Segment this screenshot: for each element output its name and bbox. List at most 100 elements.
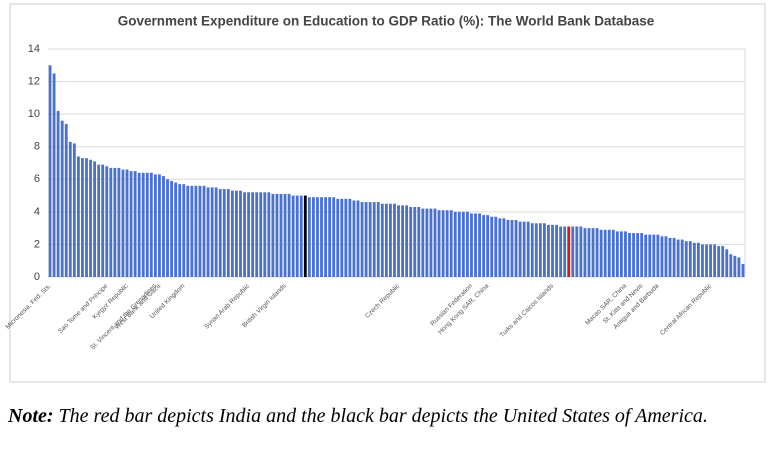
bar: [267, 192, 271, 277]
bar: [547, 224, 550, 277]
bar: [628, 233, 631, 277]
bar: [445, 210, 449, 277]
bar: [680, 239, 684, 277]
bar: [709, 244, 712, 277]
bar: [275, 193, 279, 277]
bar: [648, 234, 652, 277]
bar: [255, 192, 259, 277]
bar: [307, 197, 311, 277]
bar: [632, 233, 635, 277]
bar: [320, 197, 323, 277]
bar: [210, 187, 214, 277]
y-tick-label: 12: [28, 75, 40, 87]
bar: [741, 263, 745, 277]
bar: [153, 174, 157, 277]
bar: [328, 197, 332, 277]
bar: [287, 193, 291, 277]
bar: [393, 203, 396, 277]
bar: [162, 176, 165, 277]
bar: [60, 120, 64, 278]
bar: [465, 211, 469, 277]
bar: [611, 229, 615, 277]
bar: [271, 193, 275, 277]
bar: [591, 228, 595, 277]
bar: [522, 221, 526, 277]
bar: [166, 179, 169, 277]
bar: [125, 169, 129, 277]
bar: [595, 228, 599, 277]
bar: [437, 210, 441, 277]
y-tick-label: 6: [34, 173, 40, 185]
bar: [101, 164, 105, 277]
bar: [453, 211, 457, 277]
bar: [117, 167, 121, 277]
bar: [668, 237, 672, 277]
bar: [563, 226, 567, 277]
bar: [93, 161, 97, 277]
bar: [571, 226, 575, 277]
bar: [364, 202, 368, 277]
bar: [368, 202, 372, 277]
bar: [324, 197, 328, 277]
bar: [461, 211, 465, 277]
bar: [401, 205, 404, 277]
bar: [587, 228, 591, 277]
note: Note: The red bar depicts India and the …: [8, 405, 758, 427]
bar: [263, 192, 267, 277]
bar: [145, 172, 149, 277]
bar: [97, 164, 101, 277]
bar: [636, 233, 640, 277]
bar: [121, 169, 125, 277]
bar: [81, 158, 84, 277]
bar: [190, 185, 194, 277]
bar: [376, 202, 380, 277]
bar: [222, 189, 226, 277]
bar: [555, 224, 558, 277]
bar: [583, 228, 587, 277]
bar: [656, 234, 660, 277]
bar: [474, 213, 477, 277]
bar: [526, 221, 530, 277]
bar: [299, 195, 303, 277]
bar: [72, 143, 76, 277]
bar: [486, 215, 490, 277]
bar: [202, 185, 206, 277]
bar: [158, 174, 161, 277]
bar: [198, 185, 202, 277]
bar: [692, 242, 696, 277]
bar: [542, 223, 546, 277]
bar: [336, 198, 340, 277]
bar: [713, 244, 717, 277]
note-text: The red bar depicts India and the black …: [58, 405, 708, 427]
bar: [64, 123, 68, 278]
bar: [676, 239, 680, 277]
y-tick-label: 10: [28, 108, 40, 120]
bar: [482, 215, 486, 277]
y-tick-label: 14: [28, 43, 40, 55]
y-tick-label: 4: [34, 206, 40, 218]
bar: [235, 190, 238, 277]
bar: [340, 198, 344, 277]
bar: [295, 195, 299, 277]
bar: [344, 198, 348, 277]
bar: [194, 185, 198, 277]
bar: [384, 203, 388, 277]
bar: [672, 237, 676, 277]
bar: [352, 200, 356, 277]
y-tick-label: 2: [34, 238, 40, 250]
bar: [279, 193, 283, 277]
bar: [141, 172, 145, 277]
bar: [348, 198, 352, 277]
bar: [441, 210, 445, 277]
bar: [717, 246, 721, 277]
bar: [652, 234, 656, 277]
bar: [607, 229, 611, 277]
bar: [417, 206, 421, 277]
bar: [733, 255, 737, 277]
bar: [356, 200, 360, 277]
bar: [52, 73, 56, 277]
bar: [551, 224, 554, 277]
bar: [113, 167, 117, 277]
bar: [433, 208, 437, 277]
